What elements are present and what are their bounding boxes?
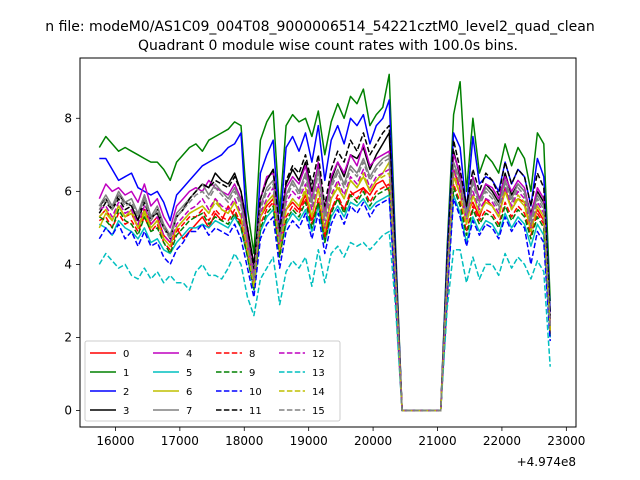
y-tick-label: 6 <box>64 184 72 198</box>
legend-label: 5 <box>186 368 192 379</box>
y-axis: 0 2 4 6 8 <box>64 111 80 418</box>
legend-label: 13 <box>312 368 325 379</box>
legend-item-14: 14 <box>279 387 325 398</box>
x-tick-label: 23000 <box>547 434 585 448</box>
y-tick-label: 4 <box>64 257 72 271</box>
x-tick-label: 22000 <box>483 434 521 448</box>
legend-label: 12 <box>312 349 325 360</box>
legend-label: 3 <box>123 406 129 417</box>
legend-item-3: 3 <box>90 406 129 417</box>
legend-label: 2 <box>123 387 129 398</box>
series-line-1 <box>98 73 551 412</box>
series-lines <box>98 73 551 412</box>
legend-item-0: 0 <box>90 349 129 360</box>
axes-frame <box>79 57 577 428</box>
legend-label: 0 <box>123 349 129 360</box>
legend-label: 10 <box>249 387 262 398</box>
legend-item-9: 9 <box>216 368 255 379</box>
legend-label: 6 <box>186 387 192 398</box>
series-line-9 <box>98 186 551 412</box>
legend-item-10: 10 <box>216 387 262 398</box>
y-tick-label: 2 <box>64 330 72 344</box>
figure-suptitle: n file: modeM0/AS1C09_004T08_9000006514_… <box>45 19 594 35</box>
legend-label: 11 <box>249 406 262 417</box>
legend-item-11: 11 <box>216 406 262 417</box>
x-tick-label: 16000 <box>96 434 134 448</box>
series-line-7 <box>98 154 551 412</box>
y-tick-label: 0 <box>64 404 72 418</box>
series-line-11 <box>98 124 551 412</box>
x-tick-label: 20000 <box>354 434 392 448</box>
x-axis: 16000 17000 18000 19000 20000 21000 22000 23000 <box>96 427 585 448</box>
x-tick-label: 21000 <box>418 434 456 448</box>
x-offset-label: +4.974e8 <box>517 455 576 469</box>
legend-item-13: 13 <box>279 368 325 379</box>
legend-item-7: 7 <box>153 406 192 417</box>
plot-area <box>98 73 551 412</box>
series-line-8 <box>98 183 551 412</box>
legend-label: 7 <box>186 406 192 417</box>
legend-label: 8 <box>249 349 255 360</box>
series-line-2 <box>99 99 551 412</box>
x-tick-label: 19000 <box>290 434 328 448</box>
legend-label: 1 <box>123 368 129 379</box>
legend-item-6: 6 <box>153 387 192 398</box>
series-line-13 <box>98 230 551 412</box>
legend-item-5: 5 <box>153 368 192 379</box>
legend-label: 15 <box>312 406 325 417</box>
legend-box <box>84 340 341 422</box>
legend-item-12: 12 <box>279 349 325 360</box>
legend-item-1: 1 <box>90 368 129 379</box>
legend-item-15: 15 <box>279 406 325 417</box>
legend-label: 9 <box>249 368 255 379</box>
series-line-14 <box>98 172 551 412</box>
x-tick-label: 17000 <box>161 434 199 448</box>
x-tick-label: 18000 <box>225 434 263 448</box>
legend-label: 4 <box>186 349 192 360</box>
legend-item-2: 2 <box>90 387 129 398</box>
legend-item-8: 8 <box>216 349 255 360</box>
y-tick-label: 8 <box>64 111 72 125</box>
chart-title: Quadrant 0 module wise count rates with … <box>138 38 518 54</box>
series-line-12 <box>98 168 551 412</box>
legend-label: 14 <box>312 387 325 398</box>
series-line-10 <box>98 197 551 412</box>
legend-item-4: 4 <box>153 349 192 360</box>
series-line-15 <box>98 157 551 412</box>
